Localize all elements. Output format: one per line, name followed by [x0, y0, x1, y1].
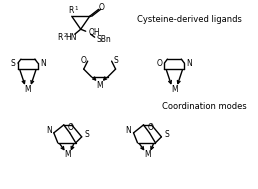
Text: N: N	[187, 59, 192, 68]
Text: N: N	[40, 59, 46, 68]
Text: S: S	[84, 130, 89, 139]
Text: HN: HN	[65, 33, 76, 42]
Text: 2: 2	[64, 33, 67, 38]
Text: O: O	[148, 123, 154, 132]
Text: M: M	[25, 84, 31, 94]
Text: OH: OH	[89, 28, 100, 37]
Text: O: O	[68, 123, 74, 132]
Text: O: O	[157, 59, 162, 68]
Text: M: M	[171, 84, 178, 94]
Text: S: S	[113, 56, 118, 65]
Text: N: N	[126, 126, 131, 135]
Text: M: M	[64, 150, 71, 159]
Text: SBn: SBn	[97, 35, 111, 44]
Text: Cysteine-derived ligands: Cysteine-derived ligands	[137, 15, 242, 24]
Text: S: S	[164, 130, 169, 139]
Text: M: M	[96, 81, 103, 90]
Text: 1: 1	[74, 6, 78, 11]
Text: Coordination modes: Coordination modes	[162, 102, 247, 112]
Text: R: R	[57, 33, 63, 42]
Text: R: R	[68, 6, 74, 15]
Text: O: O	[81, 56, 87, 65]
Text: M: M	[144, 150, 151, 159]
Text: O: O	[99, 3, 104, 12]
Text: N: N	[46, 126, 52, 135]
Text: S: S	[11, 59, 15, 68]
